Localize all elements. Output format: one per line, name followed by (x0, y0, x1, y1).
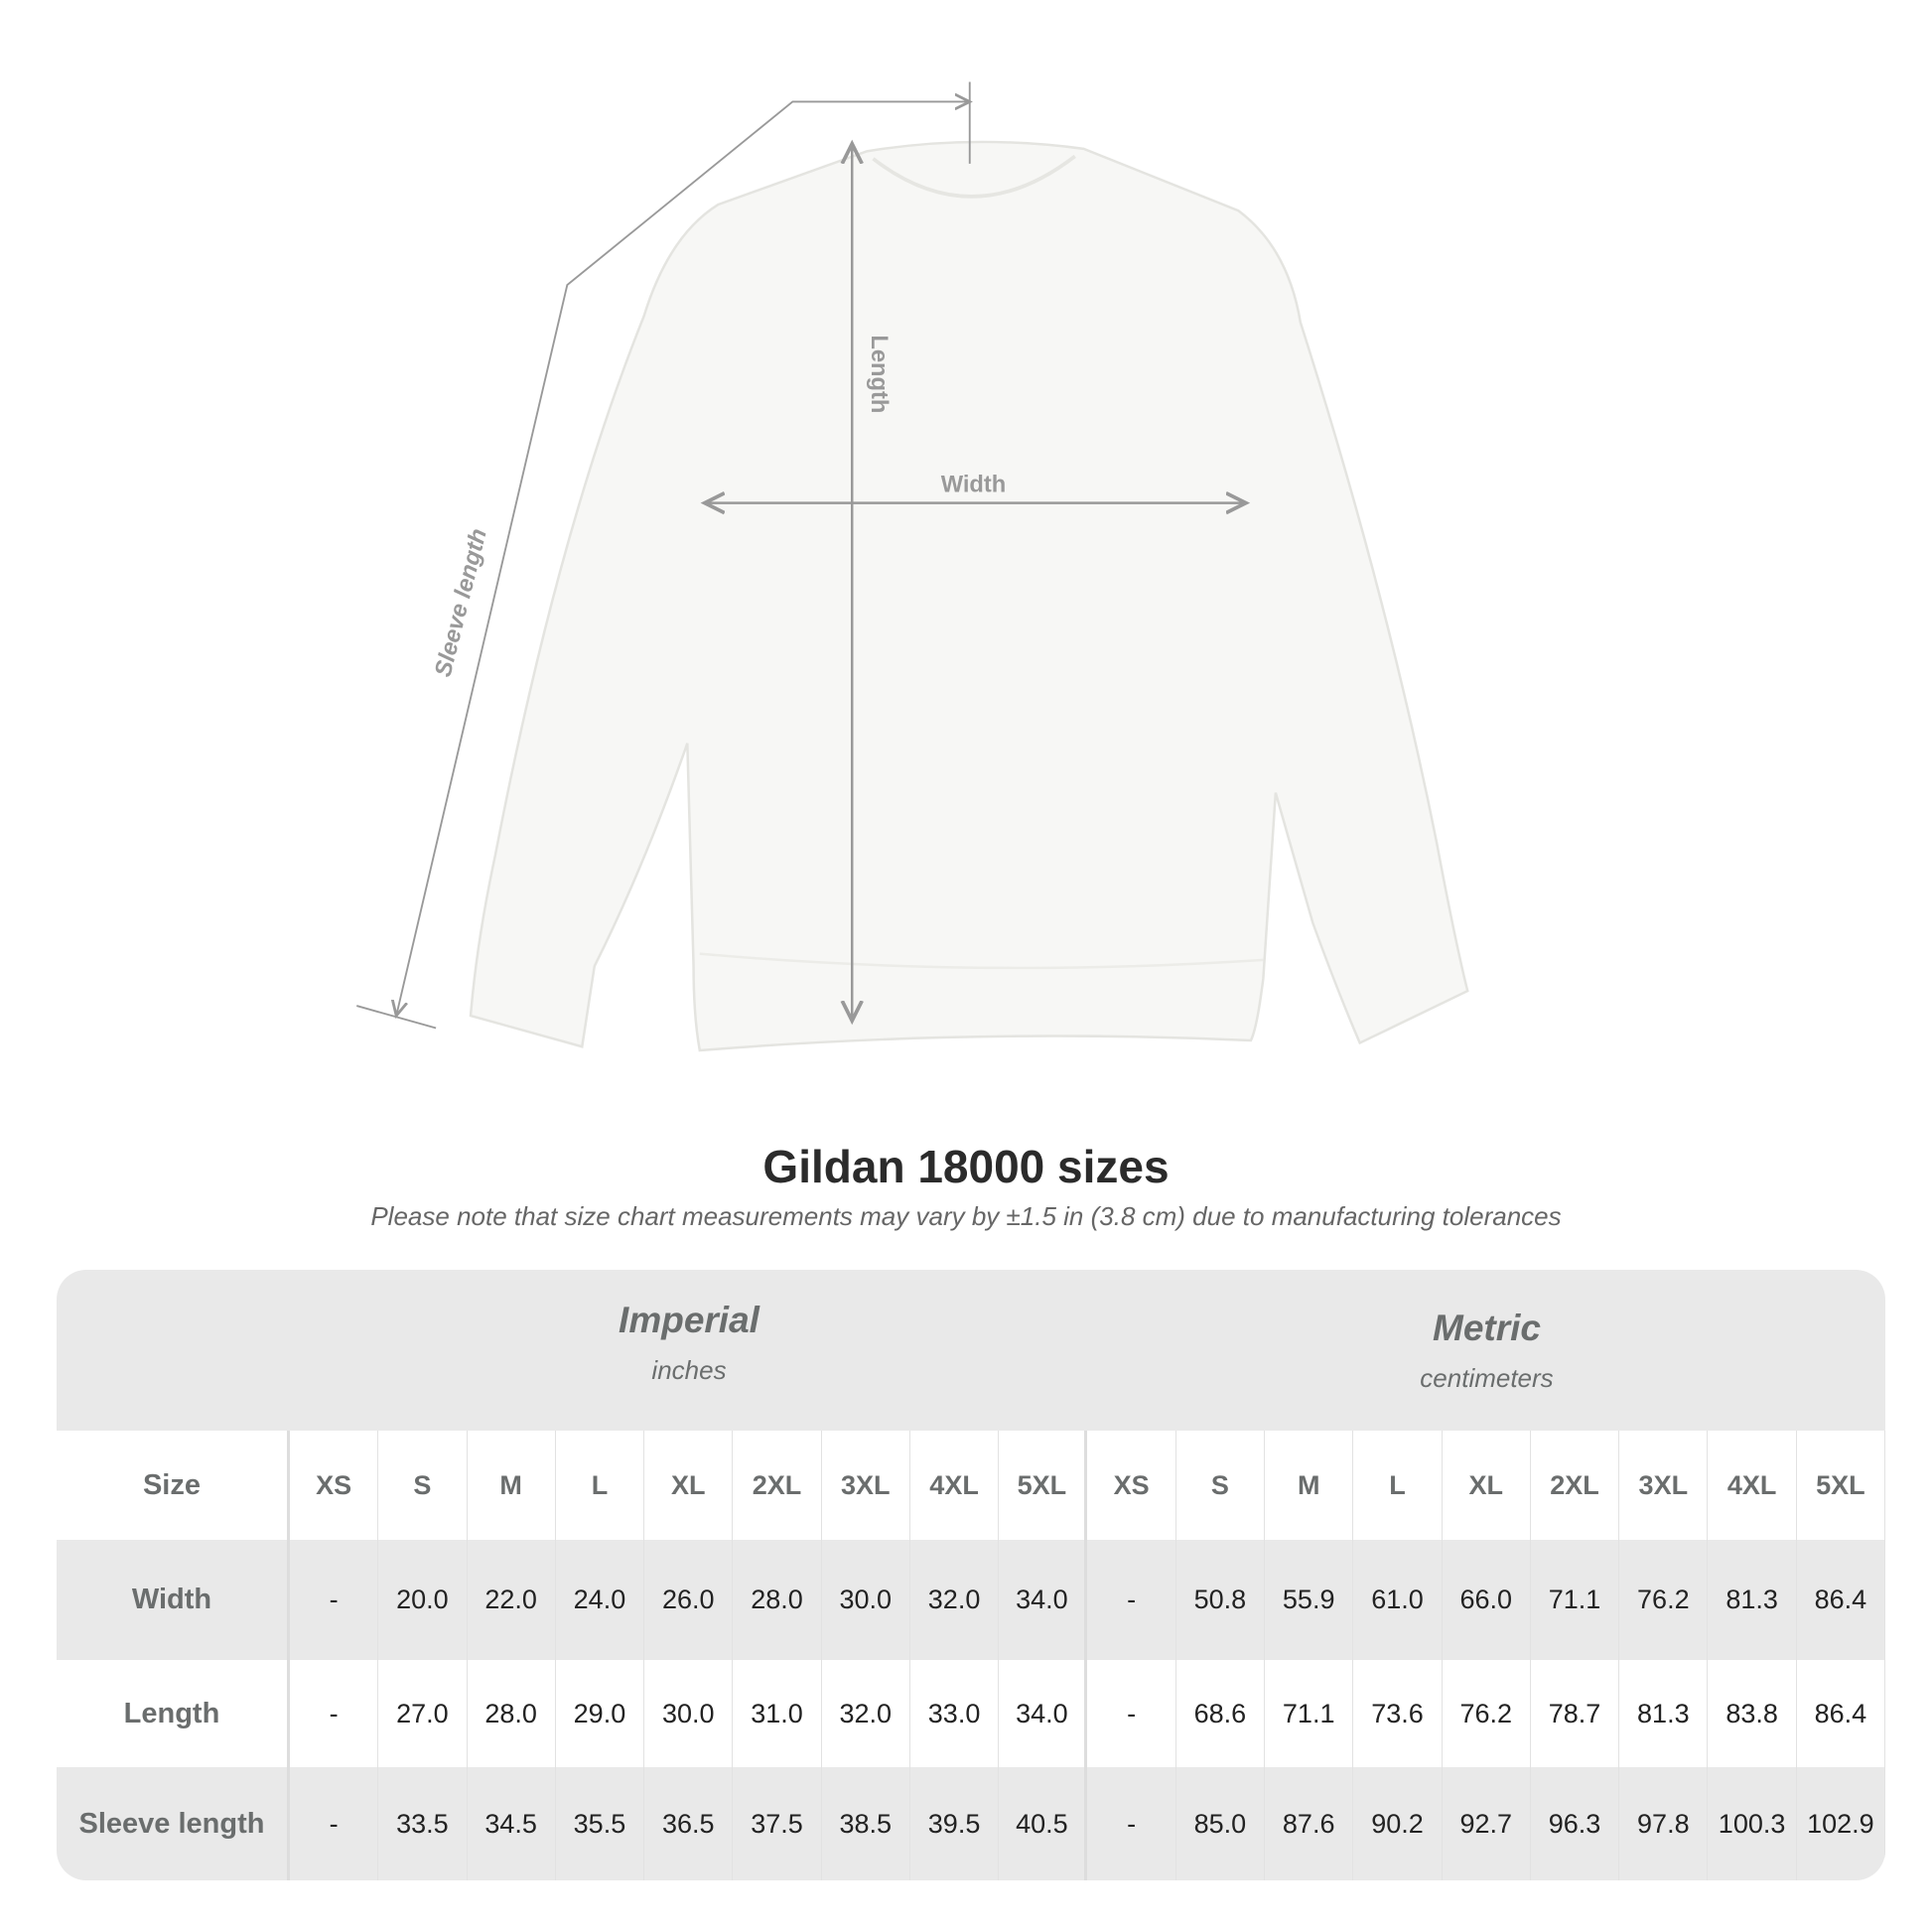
metric-size-2XL: 2XL (1531, 1431, 1620, 1540)
metric-value-cell: 81.3 (1708, 1540, 1797, 1660)
metric-size-3XL: 3XL (1619, 1431, 1709, 1540)
metric-value-cell: 73.6 (1353, 1660, 1443, 1767)
imperial-size-4XL: 4XL (910, 1431, 1000, 1540)
imperial-size-XS: XS (290, 1431, 379, 1540)
imperial-size-5XL: 5XL (999, 1431, 1088, 1540)
imperial-value-cell: 40.5 (999, 1767, 1088, 1880)
metric-value-cell: 71.1 (1265, 1660, 1354, 1767)
imperial-value-cell: 37.5 (733, 1767, 822, 1880)
imperial-value-cell: 27.0 (378, 1660, 468, 1767)
metric-value-cell: 50.8 (1176, 1540, 1266, 1660)
width-label: Width (941, 472, 1007, 497)
imperial-value-cell: 32.0 (822, 1660, 910, 1767)
imperial-value-cell: 26.0 (644, 1540, 734, 1660)
row-label: Length (57, 1660, 290, 1767)
metric-value-cell: 76.2 (1619, 1540, 1709, 1660)
metric-value-cell: 100.3 (1708, 1767, 1797, 1880)
row-label: Width (57, 1540, 290, 1660)
metric-title: Metric (1433, 1308, 1541, 1348)
imperial-value-cell: 30.0 (822, 1540, 910, 1660)
imperial-value-cell: 34.5 (468, 1767, 556, 1880)
metric-value-cell: 68.6 (1176, 1660, 1266, 1767)
metric-value-cell: 61.0 (1353, 1540, 1443, 1660)
size-header-row: Size XS S M L XL 2XL 3XL 4XL 5XL XS S M L XL 2XL 3XL 4XL 5… (57, 1431, 1885, 1540)
metric-value-cell: 86.4 (1797, 1660, 1885, 1767)
imperial-value-cell: 39.5 (910, 1767, 1000, 1880)
imperial-unit: inches (651, 1355, 727, 1385)
metric-unit: centimeters (1420, 1363, 1554, 1393)
imperial-value-cell: 33.5 (378, 1767, 468, 1880)
metric-size-XS: XS (1087, 1431, 1176, 1540)
metric-value-cell: 97.8 (1619, 1767, 1709, 1880)
metric-size-XL: XL (1443, 1431, 1531, 1540)
metric-value-cell: 87.6 (1265, 1767, 1354, 1880)
imperial-value-cell: 34.0 (999, 1540, 1088, 1660)
metric-value-cell: 102.9 (1797, 1767, 1885, 1880)
imperial-size-S: S (378, 1431, 468, 1540)
imperial-value-cell: 33.0 (910, 1660, 1000, 1767)
metric-value-cell: 86.4 (1797, 1540, 1885, 1660)
metric-value-cell: - (1087, 1767, 1176, 1880)
imperial-value-cell: - (290, 1540, 379, 1660)
imperial-value-cell: 29.0 (556, 1660, 645, 1767)
table-header-band (57, 1270, 1885, 1431)
page-title: Gildan 18000 sizes (762, 1141, 1170, 1192)
imperial-value-cell: 36.5 (644, 1767, 734, 1880)
metric-header: Metric centimeters (1088, 1308, 1885, 1394)
metric-value-cell: 78.7 (1531, 1660, 1620, 1767)
metric-value-cell: - (1087, 1660, 1176, 1767)
metric-size-L: L (1353, 1431, 1443, 1540)
metric-value-cell: 81.3 (1619, 1660, 1709, 1767)
imperial-value-cell: 28.0 (733, 1540, 822, 1660)
table-row: Length -27.0 28.0 29.0 30.0 31.0 32.0 33.0 34.0-… (57, 1660, 1885, 1767)
imperial-value-cell: - (290, 1767, 379, 1880)
metric-value-cell: 85.0 (1176, 1767, 1266, 1880)
imperial-value-cell: - (290, 1660, 379, 1767)
metric-value-cell: 83.8 (1708, 1660, 1797, 1767)
size-label: Size (57, 1431, 290, 1540)
imperial-size-L: L (556, 1431, 645, 1540)
metric-value-cell: - (1087, 1540, 1176, 1660)
imperial-value-cell: 30.0 (644, 1660, 734, 1767)
row-band (57, 1540, 1885, 1660)
metric-value-cell: 71.1 (1531, 1540, 1620, 1660)
imperial-value-cell: 35.5 (556, 1767, 645, 1880)
imperial-size-M: M (468, 1431, 556, 1540)
size-table: Imperial inches Metric centimeters Size X… (57, 1270, 1885, 1880)
sweatshirt-diagram: Width Length Sleeve length (356, 81, 1469, 1052)
row-label: Sleeve length (57, 1767, 290, 1880)
imperial-value-cell: 34.0 (999, 1660, 1088, 1767)
metric-size-S: S (1176, 1431, 1266, 1540)
sleeve-length-label: Sleeve length (431, 526, 492, 679)
metric-value-cell: 55.9 (1265, 1540, 1354, 1660)
imperial-title: Imperial (619, 1300, 759, 1340)
tolerance-note: Please note that size chart measurements… (370, 1201, 1562, 1231)
sweatshirt-image (469, 140, 1469, 1052)
imperial-value-cell: 22.0 (468, 1540, 556, 1660)
imperial-value-cell: 31.0 (733, 1660, 822, 1767)
length-label: Length (866, 335, 892, 413)
imperial-value-cell: 24.0 (556, 1540, 645, 1660)
imperial-value-cell: 32.0 (910, 1540, 1000, 1660)
imperial-value-cell: 28.0 (468, 1660, 556, 1767)
metric-value-cell: 90.2 (1353, 1767, 1443, 1880)
metric-value-cell: 96.3 (1531, 1767, 1620, 1880)
imperial-value-cell: 20.0 (378, 1540, 468, 1660)
metric-value-cell: 66.0 (1443, 1540, 1531, 1660)
metric-size-M: M (1265, 1431, 1354, 1540)
metric-size-4XL: 4XL (1708, 1431, 1797, 1540)
table-row: Width -20.0 22.0 24.0 26.0 28.0 30.0 32.0 34.0-5… (57, 1540, 1885, 1660)
metric-value-cell: 76.2 (1443, 1660, 1531, 1767)
imperial-value-cell: 38.5 (822, 1767, 910, 1880)
metric-value-cell: 92.7 (1443, 1767, 1531, 1880)
metric-size-5XL: 5XL (1797, 1431, 1885, 1540)
imperial-size-2XL: 2XL (733, 1431, 822, 1540)
imperial-size-3XL: 3XL (822, 1431, 910, 1540)
sleeve-length-arrow (356, 81, 969, 1030)
imperial-header: Imperial inches (290, 1300, 1088, 1386)
row-band (57, 1767, 1885, 1880)
imperial-size-XL: XL (644, 1431, 734, 1540)
table-row: Sleeve length -33.5 34.5 35.5 36.5 37.5 38.5 39… (57, 1767, 1885, 1880)
